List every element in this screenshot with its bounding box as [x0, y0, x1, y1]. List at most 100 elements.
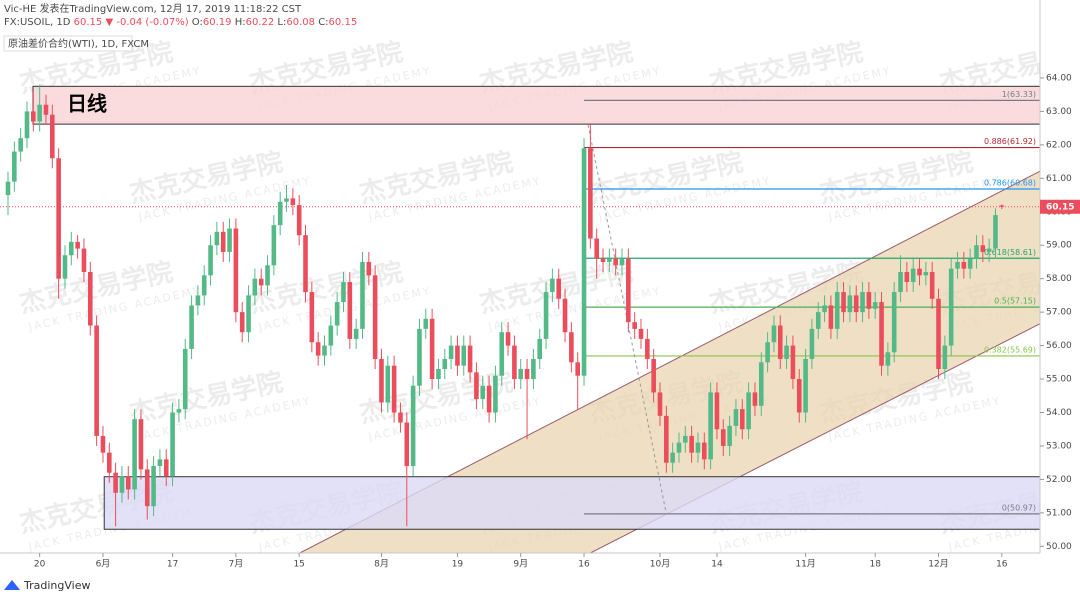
candle-body	[632, 322, 637, 329]
candle-body	[448, 345, 454, 359]
x-tick-label: 7月	[229, 559, 244, 570]
brand: TradingView	[23, 579, 90, 592]
candle-body	[834, 292, 840, 329]
candle-body	[81, 248, 87, 272]
header-quote: FX:USOIL, 1D 60.15 ▼ -0.04 (-0.07%) O:60…	[4, 17, 357, 28]
candle-body	[556, 278, 562, 299]
candle-body	[119, 476, 125, 493]
candle-body	[980, 245, 986, 252]
x-tick-label: 6月	[96, 559, 111, 570]
zone-label: 日线	[67, 92, 107, 116]
y-tick-label: 56.00	[1046, 341, 1072, 351]
candle-body	[106, 452, 112, 473]
candle-body	[214, 231, 220, 246]
candle-body	[695, 442, 701, 453]
candle-body	[676, 442, 682, 453]
candle-body	[581, 148, 587, 376]
candle-body	[664, 415, 669, 463]
legend-text: 原油差价合约(WTI), 1D, FXCM	[8, 37, 149, 50]
candle-body	[524, 369, 530, 380]
candle-body	[442, 358, 448, 370]
candle-body	[258, 278, 264, 286]
candle-body	[499, 332, 505, 376]
candle-body	[815, 312, 821, 329]
candle-body	[967, 258, 973, 269]
fib-label: 0.382(55.69)	[984, 345, 1036, 354]
candle-body	[372, 275, 378, 359]
candle-body	[322, 345, 327, 356]
candle-body	[404, 422, 410, 467]
candle-body	[607, 258, 612, 262]
candle-body	[936, 298, 941, 370]
x-tick-label: 11月	[795, 559, 815, 570]
fib-label: 0(50.97)	[1002, 503, 1036, 512]
l-value: 60.08	[286, 17, 315, 28]
candle-body	[758, 362, 764, 406]
candle-body	[24, 111, 30, 139]
fib-label: 1(63.33)	[1002, 90, 1036, 99]
candle-body	[765, 342, 770, 363]
x-tick-label: 15	[293, 560, 304, 570]
fib-label: 0.886(61.92)	[984, 137, 1036, 146]
header-line: Vic-HE 发表在TradingView.com, 12月 17, 2019 …	[4, 2, 302, 15]
candle-body	[474, 372, 479, 400]
candle-body	[828, 305, 834, 329]
candle-body	[94, 325, 99, 436]
candle-body	[917, 268, 922, 276]
candle-body	[777, 325, 783, 359]
zone	[32, 85, 1040, 125]
candle-body	[790, 345, 796, 380]
candle-body	[75, 241, 80, 249]
y-tick-label: 55.00	[1046, 375, 1072, 385]
x-tick-label: 19	[452, 560, 464, 570]
x-tick-label: 10月	[650, 559, 670, 570]
candle-body	[467, 345, 473, 373]
candle-body	[803, 358, 808, 413]
candle-body	[891, 292, 897, 353]
fib-label: 0.786(60.68)	[984, 179, 1036, 188]
x-tick-label: 14	[711, 560, 723, 570]
y-tick-label: 62.00	[1046, 140, 1072, 150]
x-tick-label: 16	[578, 560, 590, 570]
last-price-label: 60.15	[1046, 202, 1074, 212]
candle-body	[569, 332, 574, 363]
candle-body	[986, 248, 992, 252]
x-tick-label: 17	[167, 560, 178, 570]
candle-body	[182, 348, 188, 410]
candle-body	[208, 245, 213, 276]
y-tick-label: 51.00	[1046, 508, 1072, 518]
candle-body	[512, 345, 517, 380]
candle-body	[252, 278, 258, 296]
candle-body	[379, 358, 384, 403]
axes: 50.00 51.00 52.00 53.00 54.00 55.00 56.00 57.00…	[34, 73, 1080, 570]
fib-label: 0.5(57.15)	[994, 297, 1036, 306]
candle-body	[860, 292, 865, 313]
h-label: H:	[235, 17, 246, 28]
candle-body	[328, 325, 334, 346]
candle-body	[69, 241, 74, 256]
y-tick-label: 54.00	[1046, 408, 1072, 418]
y-tick-label: 59.00	[1046, 241, 1072, 251]
candle-body	[999, 205, 1005, 207]
candle-body	[638, 328, 644, 339]
candle-body	[948, 268, 954, 346]
candle-body	[385, 365, 391, 403]
candle-body	[727, 425, 732, 446]
candle-body	[239, 312, 245, 333]
candle-body	[113, 472, 118, 493]
x-tick-label: 20	[34, 560, 46, 570]
candle-body	[144, 469, 150, 507]
candle-body	[689, 435, 694, 453]
candle-body	[531, 358, 536, 380]
candle-body	[360, 261, 365, 329]
candle-body	[809, 328, 815, 359]
x-tick-label: 8月	[374, 559, 389, 570]
candle-body	[436, 369, 441, 380]
candle-body	[423, 318, 429, 329]
